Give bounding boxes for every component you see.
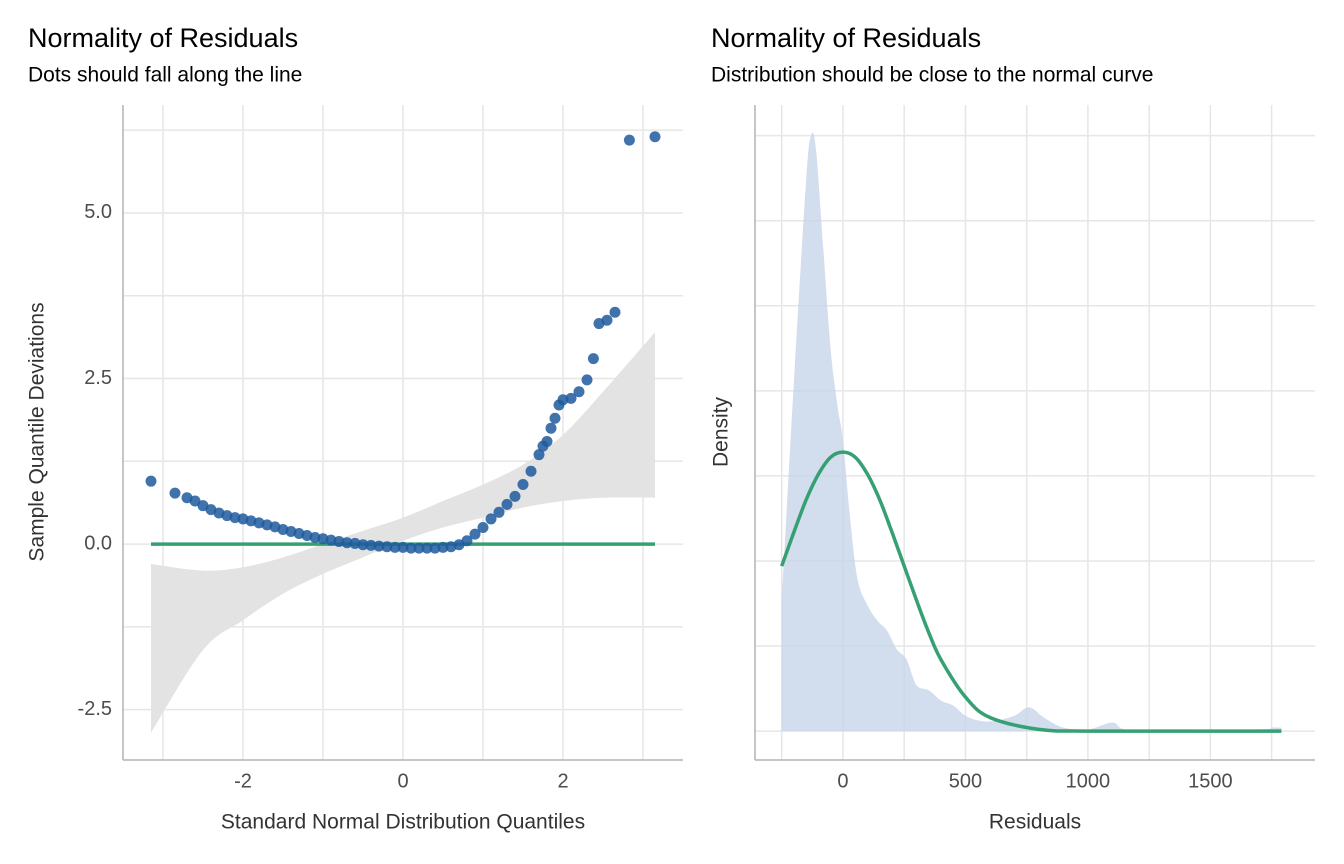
x-tick-label: 2 (557, 770, 568, 792)
point (405, 542, 417, 554)
point (437, 541, 449, 553)
point (525, 465, 537, 477)
x-tick-label: 0 (397, 770, 408, 792)
point (429, 542, 441, 554)
point (145, 475, 157, 487)
point (381, 541, 393, 553)
point (545, 422, 557, 434)
x-tick-label: -2 (234, 770, 252, 792)
point (609, 306, 621, 318)
point (389, 541, 401, 553)
density-area (781, 132, 1282, 732)
point (601, 314, 613, 326)
chart-title: Normality of Residuals (711, 23, 981, 53)
point (565, 392, 577, 404)
x-axis-title: Residuals (989, 811, 1081, 834)
point (587, 353, 599, 365)
chart-title: Normality of Residuals (28, 23, 298, 53)
point (373, 540, 385, 552)
point (549, 412, 561, 424)
point (421, 542, 433, 554)
y-tick-label: 5.0 (84, 201, 112, 223)
point (413, 542, 425, 554)
point (517, 478, 529, 490)
chart-subtitle: Dots should fall along the line (28, 64, 302, 87)
point (541, 435, 553, 447)
normal-curve (780, 450, 1282, 733)
point (485, 513, 497, 525)
x-axis-title: Standard Normal Distribution Quantiles (221, 811, 585, 834)
point (501, 498, 513, 510)
point (357, 539, 369, 551)
x-tick-label: 1000 (1066, 770, 1111, 792)
x-tick-label: 0 (837, 770, 848, 792)
point (169, 487, 181, 499)
y-tick-label: 0.0 (84, 532, 112, 554)
point (477, 522, 489, 534)
x-tick-label: 500 (949, 770, 982, 792)
point (573, 386, 585, 398)
confidence-band (151, 332, 655, 733)
point (341, 537, 353, 549)
y-axis-title: Sample Quantile Deviations (26, 302, 49, 561)
point (623, 134, 635, 146)
point (581, 374, 593, 386)
point (365, 539, 377, 551)
point (397, 541, 409, 553)
point (493, 506, 505, 518)
point (189, 495, 201, 507)
point (509, 490, 521, 502)
y-tick-label: -2.5 (78, 698, 112, 720)
point (533, 449, 545, 461)
point (461, 535, 473, 547)
point (649, 131, 661, 143)
x-tick-label: 1500 (1188, 770, 1233, 792)
point (469, 528, 481, 540)
chart-subtitle: Distribution should be close to the norm… (711, 64, 1153, 87)
y-tick-label: 2.5 (84, 367, 112, 389)
y-axis-title: Density (710, 396, 733, 467)
